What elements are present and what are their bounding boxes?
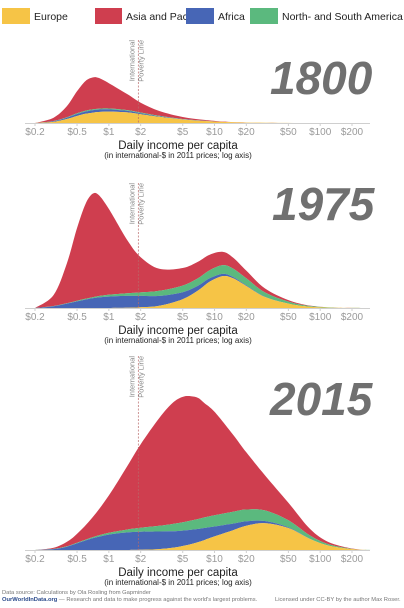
x-tick-label: $10 <box>206 554 223 565</box>
area-asia-and-pacific <box>35 192 371 308</box>
poverty-line-label: InternationalPoverty Line <box>127 356 145 398</box>
x-tick-label: $0.5 <box>67 127 87 138</box>
x-tick-label: $20 <box>238 554 255 565</box>
x-tick-label: $100 <box>309 554 332 565</box>
x-tick-label: $10 <box>206 127 223 138</box>
legend-label: Europe <box>34 11 68 23</box>
area-asia-and-pacific <box>35 77 371 123</box>
x-tick-label: $200 <box>341 127 364 138</box>
poverty-line-label: InternationalPoverty Line <box>127 183 145 225</box>
legend-swatch <box>186 8 214 24</box>
x-tick-label: $5 <box>177 554 189 565</box>
legend-label: Asia and Pacific <box>126 11 201 23</box>
x-tick-label: $5 <box>177 127 189 138</box>
year-label: 1975 <box>272 178 376 230</box>
area-europe <box>35 523 371 550</box>
legend-entry-2: Africa <box>186 8 245 24</box>
footer-source: Data source: Calculations by Ola Rosling… <box>2 590 151 596</box>
x-tick-label: $50 <box>280 127 297 138</box>
footer-tagline: — Research and data to make progress aga… <box>57 597 258 603</box>
legend-entry-1: Asia and Pacific <box>95 8 201 24</box>
poverty-line-label: InternationalPoverty Line <box>127 40 145 82</box>
x-tick-label: $1 <box>103 554 115 565</box>
x-axis-label: Daily income per capita <box>118 140 238 152</box>
x-tick-label: $0.5 <box>67 554 87 565</box>
year-label: 1800 <box>270 52 373 104</box>
footer-license: Licensed under CC-BY by the author Max R… <box>275 597 401 603</box>
area-asia-and-pacific <box>35 396 371 550</box>
legend-label: Africa <box>218 11 245 23</box>
x-tick-label: $20 <box>238 312 255 323</box>
legend-swatch <box>250 8 278 24</box>
x-axis-label: Daily income per capita <box>118 325 238 337</box>
area-africa <box>35 273 371 308</box>
x-tick-label: $200 <box>341 312 364 323</box>
legend-swatch <box>95 8 122 24</box>
legend-entry-0: Europe <box>2 8 68 24</box>
year-label: 2015 <box>269 373 374 425</box>
area-africa <box>35 520 371 550</box>
chart-panels: $0.2 $0.5 $1 $2 $5 $10 $20 $50 $100 $200 Daily inc… <box>25 40 376 587</box>
x-tick-label: $1 <box>103 312 115 323</box>
area-north-and-south-america <box>35 509 371 550</box>
x-tick-label: $5 <box>177 312 189 323</box>
x-tick-label: $1 <box>103 127 115 138</box>
legend: Europe Asia and Pacific Africa North- and S… <box>2 8 403 24</box>
area-europe <box>35 275 371 308</box>
x-tick-label: $0.2 <box>25 554 45 565</box>
x-tick-label: $2 <box>135 312 147 323</box>
panel-2015: $0.2 $0.5 $1 $2 $5 $10 $20 $50 $100 $200 Daily inc… <box>25 356 374 587</box>
x-tick-label: $2 <box>135 554 147 565</box>
panel-1800: $0.2 $0.5 $1 $2 $5 $10 $20 $50 $100 $200 Daily inc… <box>25 40 373 160</box>
x-tick-label: $0.2 <box>25 127 45 138</box>
x-axis-sublabel: (in international-$ in 2011 prices; log … <box>104 151 252 160</box>
legend-entry-3: North- and South America <box>250 8 403 24</box>
x-tick-label: $20 <box>238 127 255 138</box>
footer-site-line: OurWorldInData.org — Research and data t… <box>2 597 257 603</box>
x-tick-label: $200 <box>341 554 364 565</box>
x-tick-label: $50 <box>280 312 297 323</box>
x-tick-label: $50 <box>280 554 297 565</box>
x-tick-label: $2 <box>135 127 147 138</box>
x-axis-sublabel: (in international-$ in 2011 prices; log … <box>104 336 252 345</box>
x-axis-sublabel: (in international-$ in 2011 prices; log … <box>104 578 252 587</box>
area-europe <box>35 111 371 123</box>
x-tick-label: $0.2 <box>25 312 45 323</box>
legend-label: North- and South America <box>282 11 403 23</box>
x-tick-label: $100 <box>309 312 332 323</box>
legend-swatch <box>2 8 30 24</box>
footer-site-link[interactable]: OurWorldInData.org <box>2 597 58 603</box>
panel-1975: $0.2 $0.5 $1 $2 $5 $10 $20 $50 $100 $200 Daily inc… <box>25 178 376 345</box>
x-tick-label: $0.5 <box>67 312 87 323</box>
x-axis-label: Daily income per capita <box>118 567 238 579</box>
x-tick-label: $100 <box>309 127 332 138</box>
x-tick-label: $10 <box>206 312 223 323</box>
